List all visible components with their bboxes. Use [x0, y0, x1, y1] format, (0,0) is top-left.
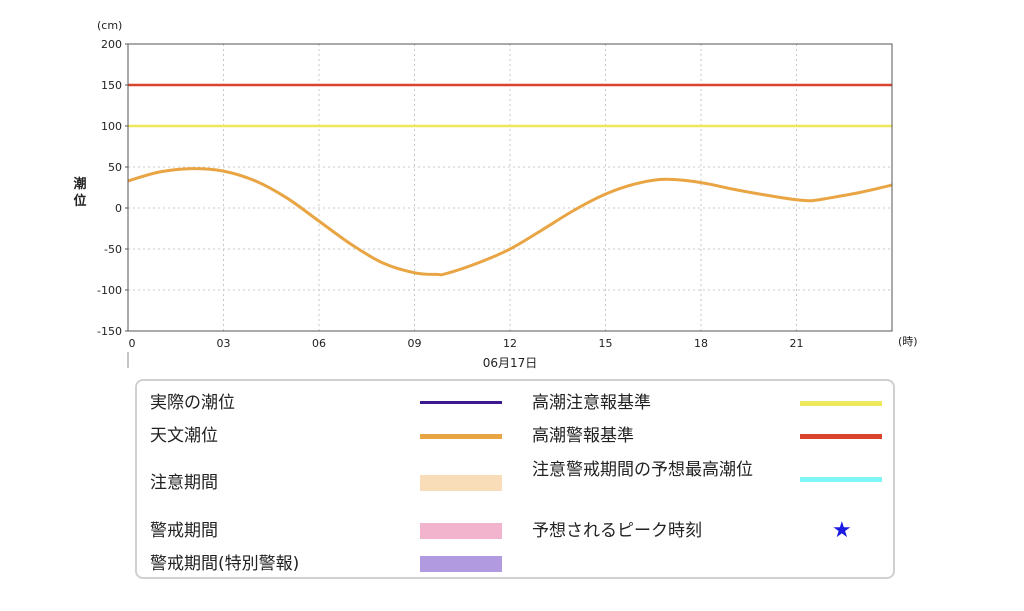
x-tick-labels: 0 03 06 09 12 15 18 21 [129, 337, 804, 350]
y-tick-label: 50 [108, 161, 122, 174]
legend-label: 予想されるピーク時刻 [532, 521, 702, 541]
legend: 実際の潮位天文潮位注意期間警戒期間警戒期間(特別警報) 高潮注意報基準 高潮警報基準… [135, 379, 895, 579]
legend-label: 警戒期間 [150, 521, 218, 541]
y-tick-label: 200 [101, 38, 122, 51]
legend-swatch-line [800, 434, 882, 439]
x-tick-label: 06 [312, 337, 326, 350]
y-tick-label: 150 [101, 79, 122, 92]
legend-swatch-line [420, 434, 502, 439]
legend-label: 高潮注意報基準 [532, 393, 651, 413]
chart-grid [127, 43, 892, 332]
plot-frame [127, 43, 893, 332]
legend-swatch-line [800, 477, 882, 482]
y-tick-label: 100 [101, 120, 122, 133]
y-tick-label: 0 [115, 202, 122, 215]
legend-swatch-box [420, 556, 502, 572]
star-icon: ★ [832, 518, 852, 543]
x-tick-label: 21 [790, 337, 804, 350]
series-lines [127, 167, 893, 277]
legend-swatch-box [420, 475, 502, 491]
y-tick-label: -50 [104, 243, 122, 256]
legend-label: 警戒期間(特別警報) [150, 554, 300, 574]
legend-label: 高潮警報基準 [532, 426, 634, 446]
legend-swatch-line [800, 401, 882, 406]
x-tick-label: 0 [129, 337, 136, 350]
legend-label: 注意期間 [150, 473, 218, 493]
series-line-astronomical-tide [127, 167, 893, 277]
x-tick-label: 03 [217, 337, 231, 350]
x-tick-label: 18 [694, 337, 708, 350]
legend-label: 実際の潮位 [150, 393, 235, 413]
legend-label: 注意警戒期間の予想最高潮位 [532, 460, 753, 480]
y-unit-label: (cm) [97, 19, 122, 32]
legend-swatch-line [420, 401, 502, 404]
legend-swatch-box [420, 523, 502, 539]
x-unit-label: (時) [898, 335, 918, 348]
threshold-lines [128, 83, 892, 128]
y-axis-label: 潮位 [73, 176, 86, 209]
x-tick-label: 15 [599, 337, 613, 350]
legend-label: 天文潮位 [150, 426, 218, 446]
date-label: 06月17日 [483, 356, 538, 370]
x-tick-label: 12 [503, 337, 517, 350]
y-tick-label: -100 [97, 284, 122, 297]
y-tick-label: -150 [97, 325, 122, 338]
y-tick-labels: 200 150 100 50 0 -50 -100 -150 [97, 38, 128, 338]
x-tick-label: 09 [408, 337, 422, 350]
